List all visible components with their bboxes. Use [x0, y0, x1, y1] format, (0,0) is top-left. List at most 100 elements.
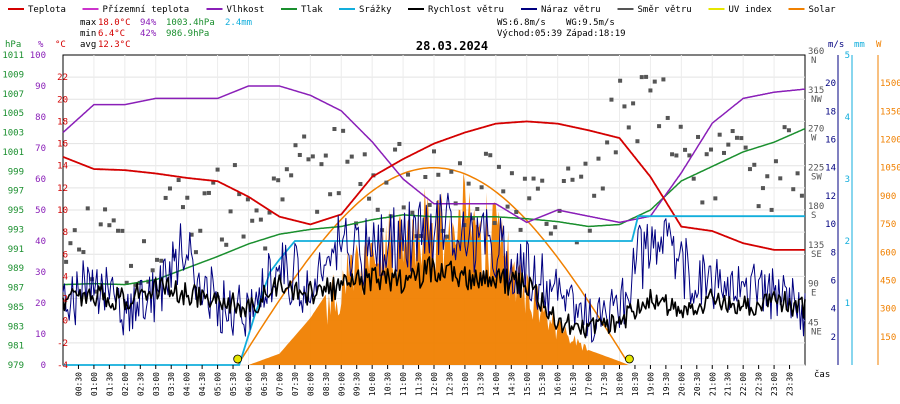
x-tick-label: 07:30 — [291, 372, 300, 396]
wind-direction-point — [276, 178, 281, 183]
press-tick-label: 989 — [8, 264, 24, 274]
wind-direction-point — [336, 191, 341, 196]
dir-tick-label: 225 — [808, 163, 824, 173]
wind-direction-point — [544, 221, 549, 226]
x-tick-label: 20:00 — [677, 372, 686, 396]
wind-direction-point — [215, 167, 220, 172]
wind-tick-label: 8 — [831, 248, 836, 258]
temp-tick-label: 0 — [63, 317, 68, 327]
wind-direction-point — [224, 242, 229, 247]
dir-tick-label: 45 — [808, 318, 819, 328]
wind-direction-point — [553, 225, 558, 230]
wind-direction-point — [700, 200, 705, 205]
wind-direction-point — [397, 141, 402, 146]
wind-direction-point — [68, 241, 73, 246]
stats-max-hum: 94% — [140, 18, 157, 28]
temp-tick-label: 18 — [57, 117, 68, 127]
rain-tick-label: 5 — [845, 51, 850, 61]
press-tick-label: 1011 — [2, 51, 24, 61]
dir-tick-label: W — [811, 134, 817, 144]
wind-direction-point — [410, 210, 415, 215]
wind-direction-point — [293, 143, 298, 148]
wind-direction-point — [674, 153, 679, 158]
wind-direction-point — [302, 134, 307, 139]
press-axis-unit: hPa — [5, 40, 21, 50]
press-tick-label: 979 — [8, 361, 24, 371]
stats-min-label: min — [80, 29, 96, 39]
wind-direction-point — [678, 124, 683, 129]
wind-direction-point — [180, 205, 185, 210]
wind-direction-point — [406, 172, 411, 177]
x-tick-label: 22:00 — [739, 372, 748, 396]
wind-direction-point — [107, 223, 112, 228]
x-tick-label: 06:00 — [245, 372, 254, 396]
press-tick-label: 987 — [8, 284, 24, 294]
solar-tick-label: 900 — [880, 192, 896, 202]
wind-direction-point — [341, 128, 346, 133]
sunrise: Východ:05:39 — [497, 29, 562, 39]
wind-direction-point — [323, 153, 328, 158]
wind-direction-point — [795, 171, 800, 176]
series-line — [62, 256, 806, 339]
wind-direction-point — [514, 209, 519, 214]
dir-tick-label: 135 — [808, 241, 824, 251]
wind-tick-label: 18 — [825, 107, 836, 117]
temp-tick-label: 2 — [63, 295, 68, 305]
wind-direction-point — [648, 88, 653, 93]
wind-direction-point — [189, 232, 194, 237]
temp-tick-label: 10 — [57, 206, 68, 216]
wind-direction-point — [730, 129, 735, 134]
wind-direction-point — [609, 97, 614, 102]
wind-direction-point — [505, 204, 510, 209]
x-tick-label: 10:00 — [368, 372, 377, 396]
x-tick-label: 15:00 — [523, 372, 532, 396]
wind-direction-point — [665, 115, 670, 120]
wind-direction-point — [613, 150, 618, 155]
wind-direction-point — [423, 174, 428, 179]
x-tick-label: 12:30 — [445, 372, 454, 396]
hum-tick-label: 60 — [35, 175, 46, 185]
wind-direction-point — [799, 193, 804, 198]
wind-direction-point — [470, 216, 475, 221]
wind-direction-point — [449, 169, 454, 174]
wind-ws: WS:6.8m/s — [497, 18, 546, 28]
wind-tick-label: 20 — [825, 79, 836, 89]
wind-direction-point — [310, 154, 315, 159]
hum-tick-label: 80 — [35, 113, 46, 123]
press-tick-label: 995 — [8, 206, 24, 216]
wind-direction-point — [124, 280, 129, 285]
wind-direction-point — [432, 149, 436, 154]
wind-tick-label: 6 — [831, 276, 836, 286]
x-tick-label: 04:00 — [183, 372, 192, 396]
press-tick-label: 983 — [8, 322, 24, 332]
wind-direction-point — [683, 147, 688, 152]
wind-direction-point — [211, 180, 216, 185]
wind-tick-label: 16 — [825, 136, 836, 146]
x-tick-label: 11:00 — [399, 372, 408, 396]
legend-item-label: Rychlost větru — [428, 5, 504, 15]
wind-direction-point — [116, 228, 121, 233]
wind-direction-point — [159, 258, 164, 263]
dir-tick-label: S — [811, 211, 816, 221]
press-tick-label: 1009 — [2, 70, 24, 80]
wind-direction-point — [133, 282, 138, 287]
wind-direction-point — [267, 210, 272, 215]
x-tick-label: 17:30 — [600, 372, 609, 396]
wind-direction-point — [670, 152, 675, 157]
wind-direction-point — [241, 234, 246, 239]
wind-direction-point — [72, 228, 77, 233]
x-tick-label: 07:00 — [275, 372, 284, 396]
rain-tick-label: 4 — [845, 113, 850, 123]
x-tick-label: 15:30 — [538, 372, 547, 396]
wind-direction-point — [765, 174, 770, 179]
x-tick-label: 01:00 — [90, 372, 99, 396]
wind-direction-point — [717, 132, 722, 137]
stats-min-hum: 42% — [140, 29, 157, 39]
legend-item-label: Vlhkost — [227, 5, 265, 15]
x-tick-label: 14:00 — [492, 372, 501, 396]
x-tick-label: 10:30 — [384, 372, 393, 396]
x-tick-label: 12:00 — [430, 372, 439, 396]
x-tick-label: 08:30 — [322, 372, 331, 396]
series-line — [62, 192, 806, 343]
